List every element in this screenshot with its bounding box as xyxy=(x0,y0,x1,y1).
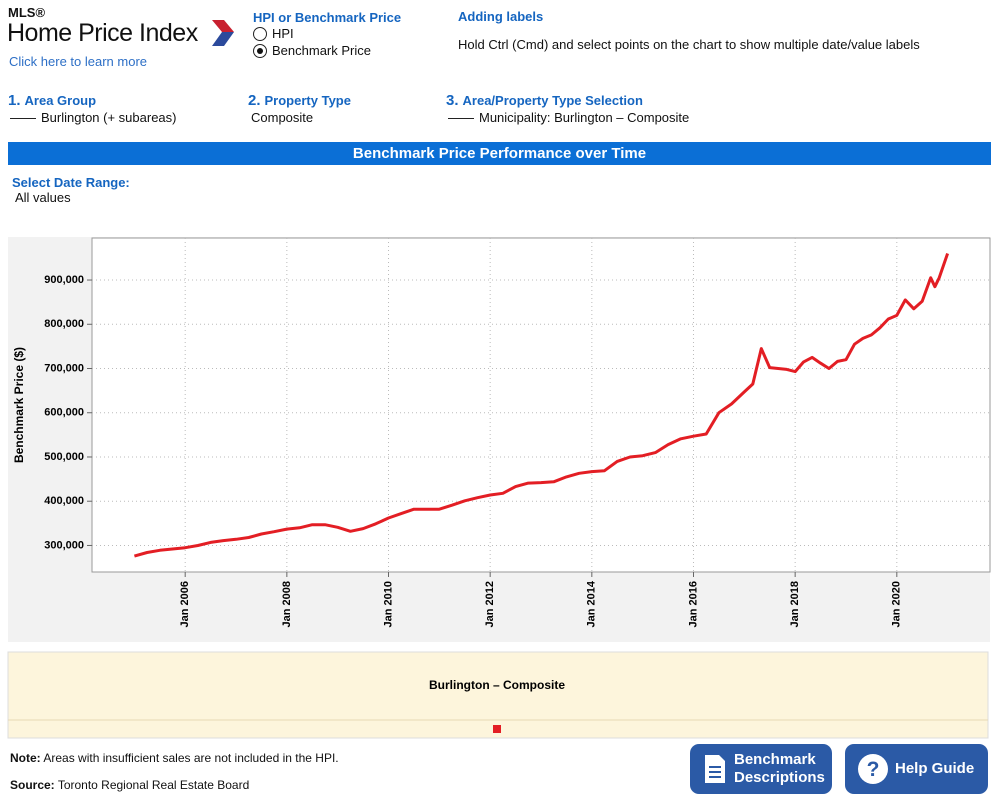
x-tick-label: Jan 2010 xyxy=(382,581,394,627)
radio-label: HPI xyxy=(272,26,294,41)
button-label: Benchmark Descriptions xyxy=(734,751,825,786)
dash xyxy=(10,118,36,120)
step-number: 2. xyxy=(248,92,261,109)
x-tick-label: Jan 2020 xyxy=(891,581,903,627)
y-tick-label: 500,000 xyxy=(44,451,84,463)
step-value: Burlington (+ subareas) xyxy=(10,110,177,125)
legend-label: Burlington – Composite xyxy=(429,678,565,692)
step-heading: 3. Area/Property Type Selection xyxy=(446,92,643,109)
plot-area xyxy=(91,237,991,573)
line-series xyxy=(133,253,950,558)
radio-option[interactable]: HPI xyxy=(253,25,371,42)
brand: MLS® xyxy=(8,5,46,20)
date-range-value: All values xyxy=(15,190,71,205)
dash xyxy=(448,118,474,120)
x-tick-label: Jan 2014 xyxy=(586,580,598,627)
y-tick-label: 400,000 xyxy=(44,495,84,507)
source: Source: Toronto Regional Real Estate Boa… xyxy=(10,778,249,792)
radio-label: Benchmark Price xyxy=(272,43,371,58)
step-value: Municipality: Burlington – Composite xyxy=(448,110,689,125)
x-tick-label: Jan 2008 xyxy=(281,581,293,627)
note-label: Note: xyxy=(10,751,41,765)
logo-icon xyxy=(212,20,234,46)
step-heading: 1. Area Group xyxy=(8,92,96,109)
step-title: Property Type xyxy=(264,93,351,108)
doc-icon xyxy=(705,755,725,783)
radio-button xyxy=(253,26,267,41)
button-label: Help Guide xyxy=(895,760,975,777)
y-tick-label: 800,000 xyxy=(44,318,84,330)
learn-more-link[interactable]: Click here to learn more xyxy=(9,54,147,69)
radio-option[interactable]: Benchmark Price xyxy=(253,42,371,59)
chart: Benchmark Price ($) 300,000 400,000 500,00… xyxy=(7,237,991,739)
step-title: Area/Property Type Selection xyxy=(462,93,643,108)
step-heading: 2. Property Type xyxy=(248,92,351,109)
legend-panel xyxy=(7,651,989,739)
logo-title: Home Price Index xyxy=(7,19,198,47)
help-guide-button[interactable]: ? Help Guide xyxy=(845,744,988,794)
radio-group: HPI Benchmark Price xyxy=(253,25,371,59)
source-text: Toronto Regional Real Estate Board xyxy=(57,778,250,792)
note-text: Areas with insufficient sales are not in… xyxy=(43,751,339,765)
legend-swatch xyxy=(493,725,501,733)
svg-text:?: ? xyxy=(867,758,880,781)
step-number: 1. xyxy=(8,92,21,109)
y-tick-label: 300,000 xyxy=(44,539,84,551)
source-label: Source: xyxy=(10,778,55,792)
step-number: 3. xyxy=(446,92,459,109)
step-value: Composite xyxy=(251,110,313,125)
y-tick-label: 700,000 xyxy=(44,362,84,374)
help-icon: ? xyxy=(858,754,888,784)
step-value-text: Municipality: Burlington – Composite xyxy=(479,110,690,125)
toggle-title: HPI or Benchmark Price xyxy=(253,10,402,25)
benchmark-descriptions-button[interactable]: Benchmark Descriptions xyxy=(690,744,832,794)
step-value-text: Composite xyxy=(251,110,314,125)
radio-button xyxy=(253,43,267,58)
note: Note: Areas with insufficient sales are … xyxy=(10,751,339,765)
x-tick-label: Jan 2006 xyxy=(179,581,191,627)
x-tick-label: Jan 2016 xyxy=(687,581,699,627)
x-tick-label: Jan 2018 xyxy=(789,581,801,627)
labels-title: Adding labels xyxy=(458,9,544,24)
step-title: Area Group xyxy=(24,93,97,108)
x-tick-label: Jan 2012 xyxy=(484,581,496,627)
radio-dot xyxy=(257,47,263,54)
labels-text: Hold Ctrl (Cmd) and select points on the… xyxy=(458,37,920,52)
y-axis-label: Benchmark Price ($) xyxy=(12,347,26,463)
step-value-text: Burlington (+ subareas) xyxy=(41,110,177,125)
y-tick-label: 900,000 xyxy=(44,274,84,286)
y-tick-label: 600,000 xyxy=(44,407,84,419)
date-range-label: Select Date Range: xyxy=(12,175,130,190)
banner: Benchmark Price Performance over Time xyxy=(8,142,991,165)
